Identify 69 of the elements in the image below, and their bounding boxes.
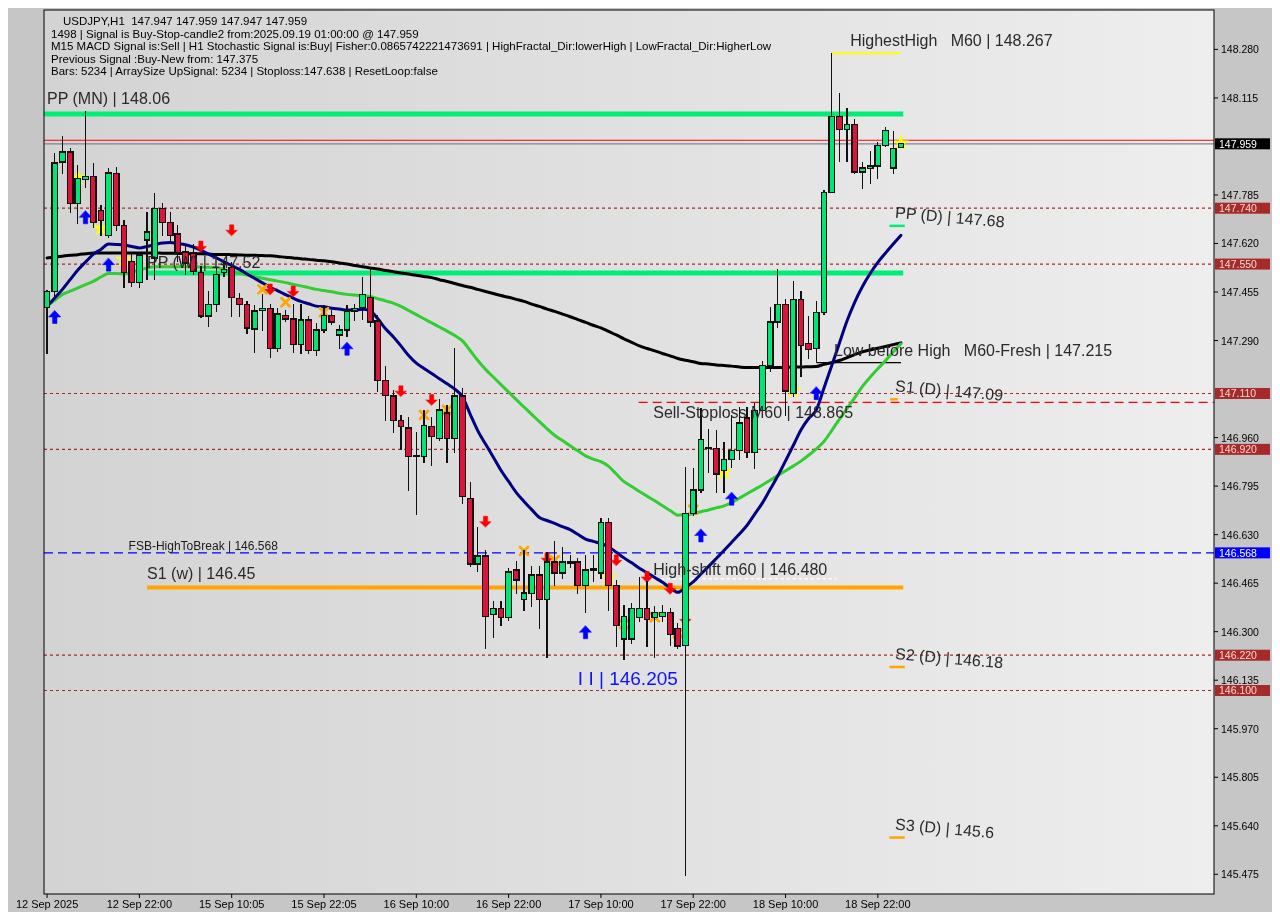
ref-line-label: 146.568	[1219, 546, 1258, 559]
ref-line-label: HighestHigh M60 | 148.267	[850, 32, 1053, 50]
ref-line-label: 147.740	[1219, 202, 1258, 215]
y-tick-label: 145.475	[1221, 868, 1260, 881]
annotation: FSB-HighToBreak | 146.568	[128, 538, 279, 553]
point	[48, 310, 62, 324]
annotation: Bars: 5234 | ArraySize UpSignal: 5234 | Stoploss:147.638 | ResetLoop:false	[51, 65, 438, 78]
point	[579, 625, 592, 640]
point	[264, 283, 276, 296]
annotation: Previous Signal :Buy-New from: 147.375	[51, 52, 259, 65]
point	[257, 283, 268, 295]
chart-title: USDJPY,H1 147.947 147.959 147.947 147.959	[63, 15, 308, 27]
y-tick-label: 148.280	[1221, 43, 1260, 56]
x-tick-label: 18 Sep 10:00	[752, 898, 819, 910]
y-tick-label: 147.455	[1221, 286, 1260, 299]
y-tick-label: 147.785	[1221, 188, 1260, 201]
ref-line-label: PP (D) | 147.68	[894, 203, 1006, 231]
point	[395, 385, 407, 397]
y-tick-label: 147.290	[1221, 334, 1260, 347]
point	[810, 386, 823, 400]
ref-line-label: S2 (D) | 146.18	[894, 645, 1004, 672]
point	[425, 394, 438, 406]
y-tick-label: 145.805	[1221, 771, 1260, 784]
point	[102, 257, 115, 272]
y-tick-label: 146.795	[1221, 480, 1260, 493]
ref-line-label: 147.110	[1219, 387, 1257, 400]
x-tick-label: 17 Sep 10:00	[568, 898, 634, 910]
y-tick-label: 147.620	[1221, 237, 1260, 250]
annotation: 1498 | Signal is Buy-Stop-candle2 from:2025.09.19 01:00:00 @ 147.959	[51, 28, 419, 40]
y-tick-label: 145.970	[1221, 722, 1260, 735]
point	[340, 342, 354, 356]
annotation: M15 MACD Signal is:Sell | H1 Stochastic Signal is:Buy| Fisher:0.0865742221473691 | HighFractal_Dir:lowerHigh | LowFractal_Dir:HigherLow	[51, 40, 772, 53]
x-tick-label: 17 Sep 22:00	[660, 898, 726, 910]
point	[725, 492, 738, 506]
ref-line-label: 147.959	[1219, 137, 1258, 150]
x-tick-label: 12 Sep 2025	[15, 898, 79, 910]
candlestick	[889, 130, 897, 174]
ref-line-label: 147.550	[1219, 258, 1258, 271]
ref-line-label: 146.220	[1219, 649, 1258, 662]
y-tick-label: 146.465	[1221, 577, 1260, 590]
candlestick	[897, 143, 905, 148]
annotation: I I | 146.205	[577, 667, 678, 689]
ref-line-label: 146.920	[1219, 443, 1258, 456]
y-tick-label: 145.640	[1221, 819, 1260, 832]
ref-line-label: S3 (D) | 145.6	[894, 815, 996, 842]
y-tick-label: 146.300	[1221, 625, 1260, 638]
x-tick-label: 15 Sep 22:05	[291, 898, 357, 910]
ref-line-label: S1 (w) | 146.45	[147, 564, 256, 582]
ref-line-label: PP (MN) | 148.06	[47, 90, 171, 108]
point	[280, 296, 291, 308]
y-tick-label: 146.630	[1221, 528, 1260, 541]
ref-line-label: 146.100	[1219, 684, 1258, 697]
x-tick-label: 16 Sep 10:00	[383, 898, 450, 910]
x-tick-label: 18 Sep 22:00	[845, 898, 911, 910]
y-tick-label: 146.960	[1221, 431, 1260, 444]
point	[195, 240, 207, 253]
point	[79, 210, 92, 225]
y-tick-label: 146.135	[1221, 674, 1260, 687]
point	[641, 571, 653, 583]
x-tick-label: 16 Sep 22:00	[475, 898, 542, 910]
point	[479, 516, 492, 528]
x-tick-label: 12 Sep 22:00	[106, 898, 173, 910]
x-tick-label: 15 Sep 10:05	[198, 898, 265, 910]
point	[694, 528, 708, 543]
annotation: S1 (D) | 147.09	[894, 377, 1004, 404]
y-tick-label: 148.115	[1221, 91, 1259, 104]
point	[225, 224, 238, 236]
point	[287, 285, 300, 298]
point	[664, 583, 676, 595]
